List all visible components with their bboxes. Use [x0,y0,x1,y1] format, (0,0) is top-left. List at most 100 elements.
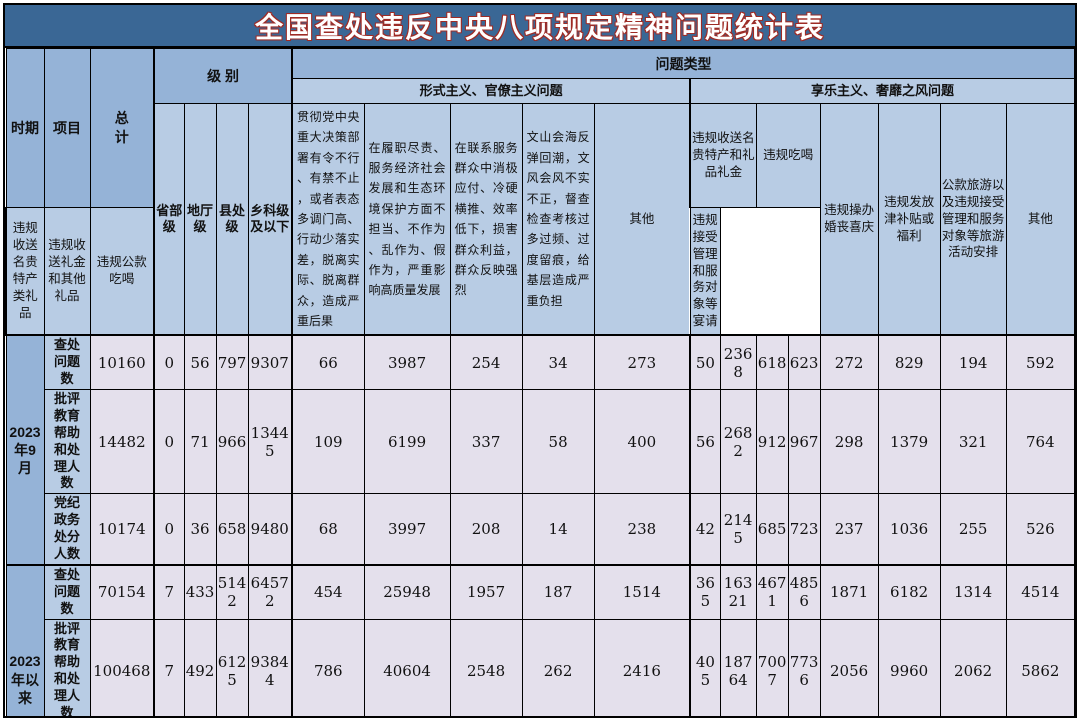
item-label-cell: 批评教育帮助和处理人数 [43,618,91,716]
value-cell: 4856 [787,563,821,620]
value-cell: 273 [593,334,691,390]
page-title: 全国查处违反中央八项规定精神问题统计表 [254,12,825,44]
value-cell: 1379 [877,388,941,495]
value-cell: 405 [689,618,721,716]
value-cell: 7 [153,563,185,620]
value-cell: 2416 [593,618,691,716]
value-cell: 0 [153,493,185,566]
value-cell: 2062 [939,618,1007,716]
value-cell: 71 [183,388,217,495]
value-cell: 723 [787,493,821,566]
value-cell: 0 [153,388,185,495]
value-cell: 238 [593,493,691,566]
value-cell: 187 [521,563,595,620]
value-cell: 14482 [89,388,155,495]
value-cell: 56 [689,388,721,495]
value-cell: 1871 [819,563,879,620]
table-row: 党纪政务处分人数 10174 0 36 658 9480 68 3997 208… [6,493,1075,566]
value-cell: 912 [755,388,789,495]
value-cell: 58 [521,388,595,495]
value-cell: 56 [183,334,217,390]
header-hedonism-col-public-dining: 违规公款吃喝 [89,206,155,336]
value-cell: 6125 [215,618,249,716]
value-cell: 4671 [755,563,789,620]
item-label-cell: 批评教育帮助和处理人数 [43,388,91,495]
value-cell: 526 [1005,493,1075,566]
value-cell: 109 [291,388,365,495]
value-cell: 5142 [215,563,249,620]
value-cell: 3987 [363,334,451,390]
value-cell: 0 [153,334,185,390]
value-cell: 797 [215,334,249,390]
table-row: 2023年9月 查处问题数 10160 0 56 797 9307 66 398… [5,334,1075,566]
title-bar: 全国查处违反中央八项规定精神问题统计表 [5,5,1075,48]
value-cell: 337 [449,388,523,495]
header-period: 时期 [5,48,45,208]
header-dining-group: 违规吃喝 [755,103,821,208]
value-cell: 70154 [89,563,155,620]
header-level: 级 别 [153,48,293,104]
header-hedonism-col-specialty-gifts: 违规收送名贵特产类礼品 [5,206,45,336]
header-hedonism-col-other: 其他 [1005,103,1075,336]
period-cell: 2023年以来 [5,563,45,716]
header-problem-type: 问题类型 [291,48,1075,79]
table-row: 2023年以来 查处问题数 70154 7 433 5142 64572 454… [5,563,1075,716]
header-total-label: 总计 [114,109,129,145]
value-cell: 64572 [247,563,293,620]
value-cell: 829 [877,334,941,390]
value-cell: 9480 [247,493,293,566]
value-cell: 93844 [247,618,293,716]
value-cell: 10160 [89,334,155,390]
header-formalism-col-3: 在联系服务群众中消极应付、冷硬横推、效率低下，损害群众利益，群众反映强烈 [449,103,523,336]
value-cell: 1314 [939,563,1007,620]
value-cell: 7007 [755,618,789,716]
value-cell: 2145 [719,493,757,566]
value-cell: 100468 [89,618,155,716]
header-total: 总计 [89,48,155,208]
value-cell: 400 [593,388,691,495]
value-cell: 16321 [719,563,757,620]
item-label-cell: 查处问题数 [43,563,91,620]
header-level-col-county: 县处级 [215,103,249,336]
value-cell: 10174 [89,493,155,566]
header-gifts-group: 违规收送名贵特产和礼品礼金 [689,103,757,208]
header-level-col-provincial: 省部级 [153,103,185,336]
value-cell: 618 [755,334,789,390]
header-row-2: 形式主义、官僚主义问题 享乐主义、奢靡之风问题 [6,78,1075,104]
header-hedonism-col-allowances: 违规发放津补贴或福利 [877,103,941,336]
header-item: 项目 [43,48,91,208]
period-cell: 2023年9月 [5,334,45,566]
value-cell: 42 [689,493,721,566]
header-formalism-group: 形式主义、官僚主义问题 [291,78,691,104]
header-hedonism-col-banquets: 违规接受管理和服务对象等宴请 [689,206,721,336]
value-cell: 262 [521,618,595,716]
header-hedonism-col-travel: 公款旅游以及违规接受管理和服务对象等旅游活动安排 [939,103,1007,336]
value-cell: 2548 [449,618,523,716]
value-cell: 7 [153,618,185,716]
value-cell: 433 [183,563,217,620]
item-label-cell: 党纪政务处分人数 [43,493,91,566]
header-level-col-township: 乡科级及以下 [247,103,293,336]
table-row: 批评教育帮助和处理人数 100468 7 492 6125 93844 786 … [6,618,1075,716]
value-cell: 237 [819,493,879,566]
value-cell: 66 [291,334,365,390]
value-cell: 1957 [449,563,523,620]
value-cell: 2368 [719,334,757,390]
value-cell: 6182 [877,563,941,620]
value-cell: 272 [819,334,879,390]
value-cell: 255 [939,493,1007,566]
value-cell: 18764 [719,618,757,716]
table-row: 批评教育帮助和处理人数 14482 0 71 966 13445 109 619… [6,388,1075,495]
item-label-cell: 查处问题数 [43,334,91,390]
value-cell: 254 [449,334,523,390]
value-cell: 592 [1005,334,1075,390]
value-cell: 966 [215,388,249,495]
value-cell: 194 [939,334,1007,390]
header-row-3: 省部级 地厅级 县处级 乡科级及以下 贯彻党中央重大决策部署有令不行、有禁不止，… [6,103,1075,336]
value-cell: 68 [291,493,365,566]
value-cell: 2682 [719,388,757,495]
header-formalism-col-2: 在履职尽责、服务经济社会发展和生态环境保护方面不担当、不作为、乱作为、假作为，严… [363,103,451,336]
value-cell: 25948 [363,563,451,620]
value-cell: 5862 [1005,618,1075,716]
